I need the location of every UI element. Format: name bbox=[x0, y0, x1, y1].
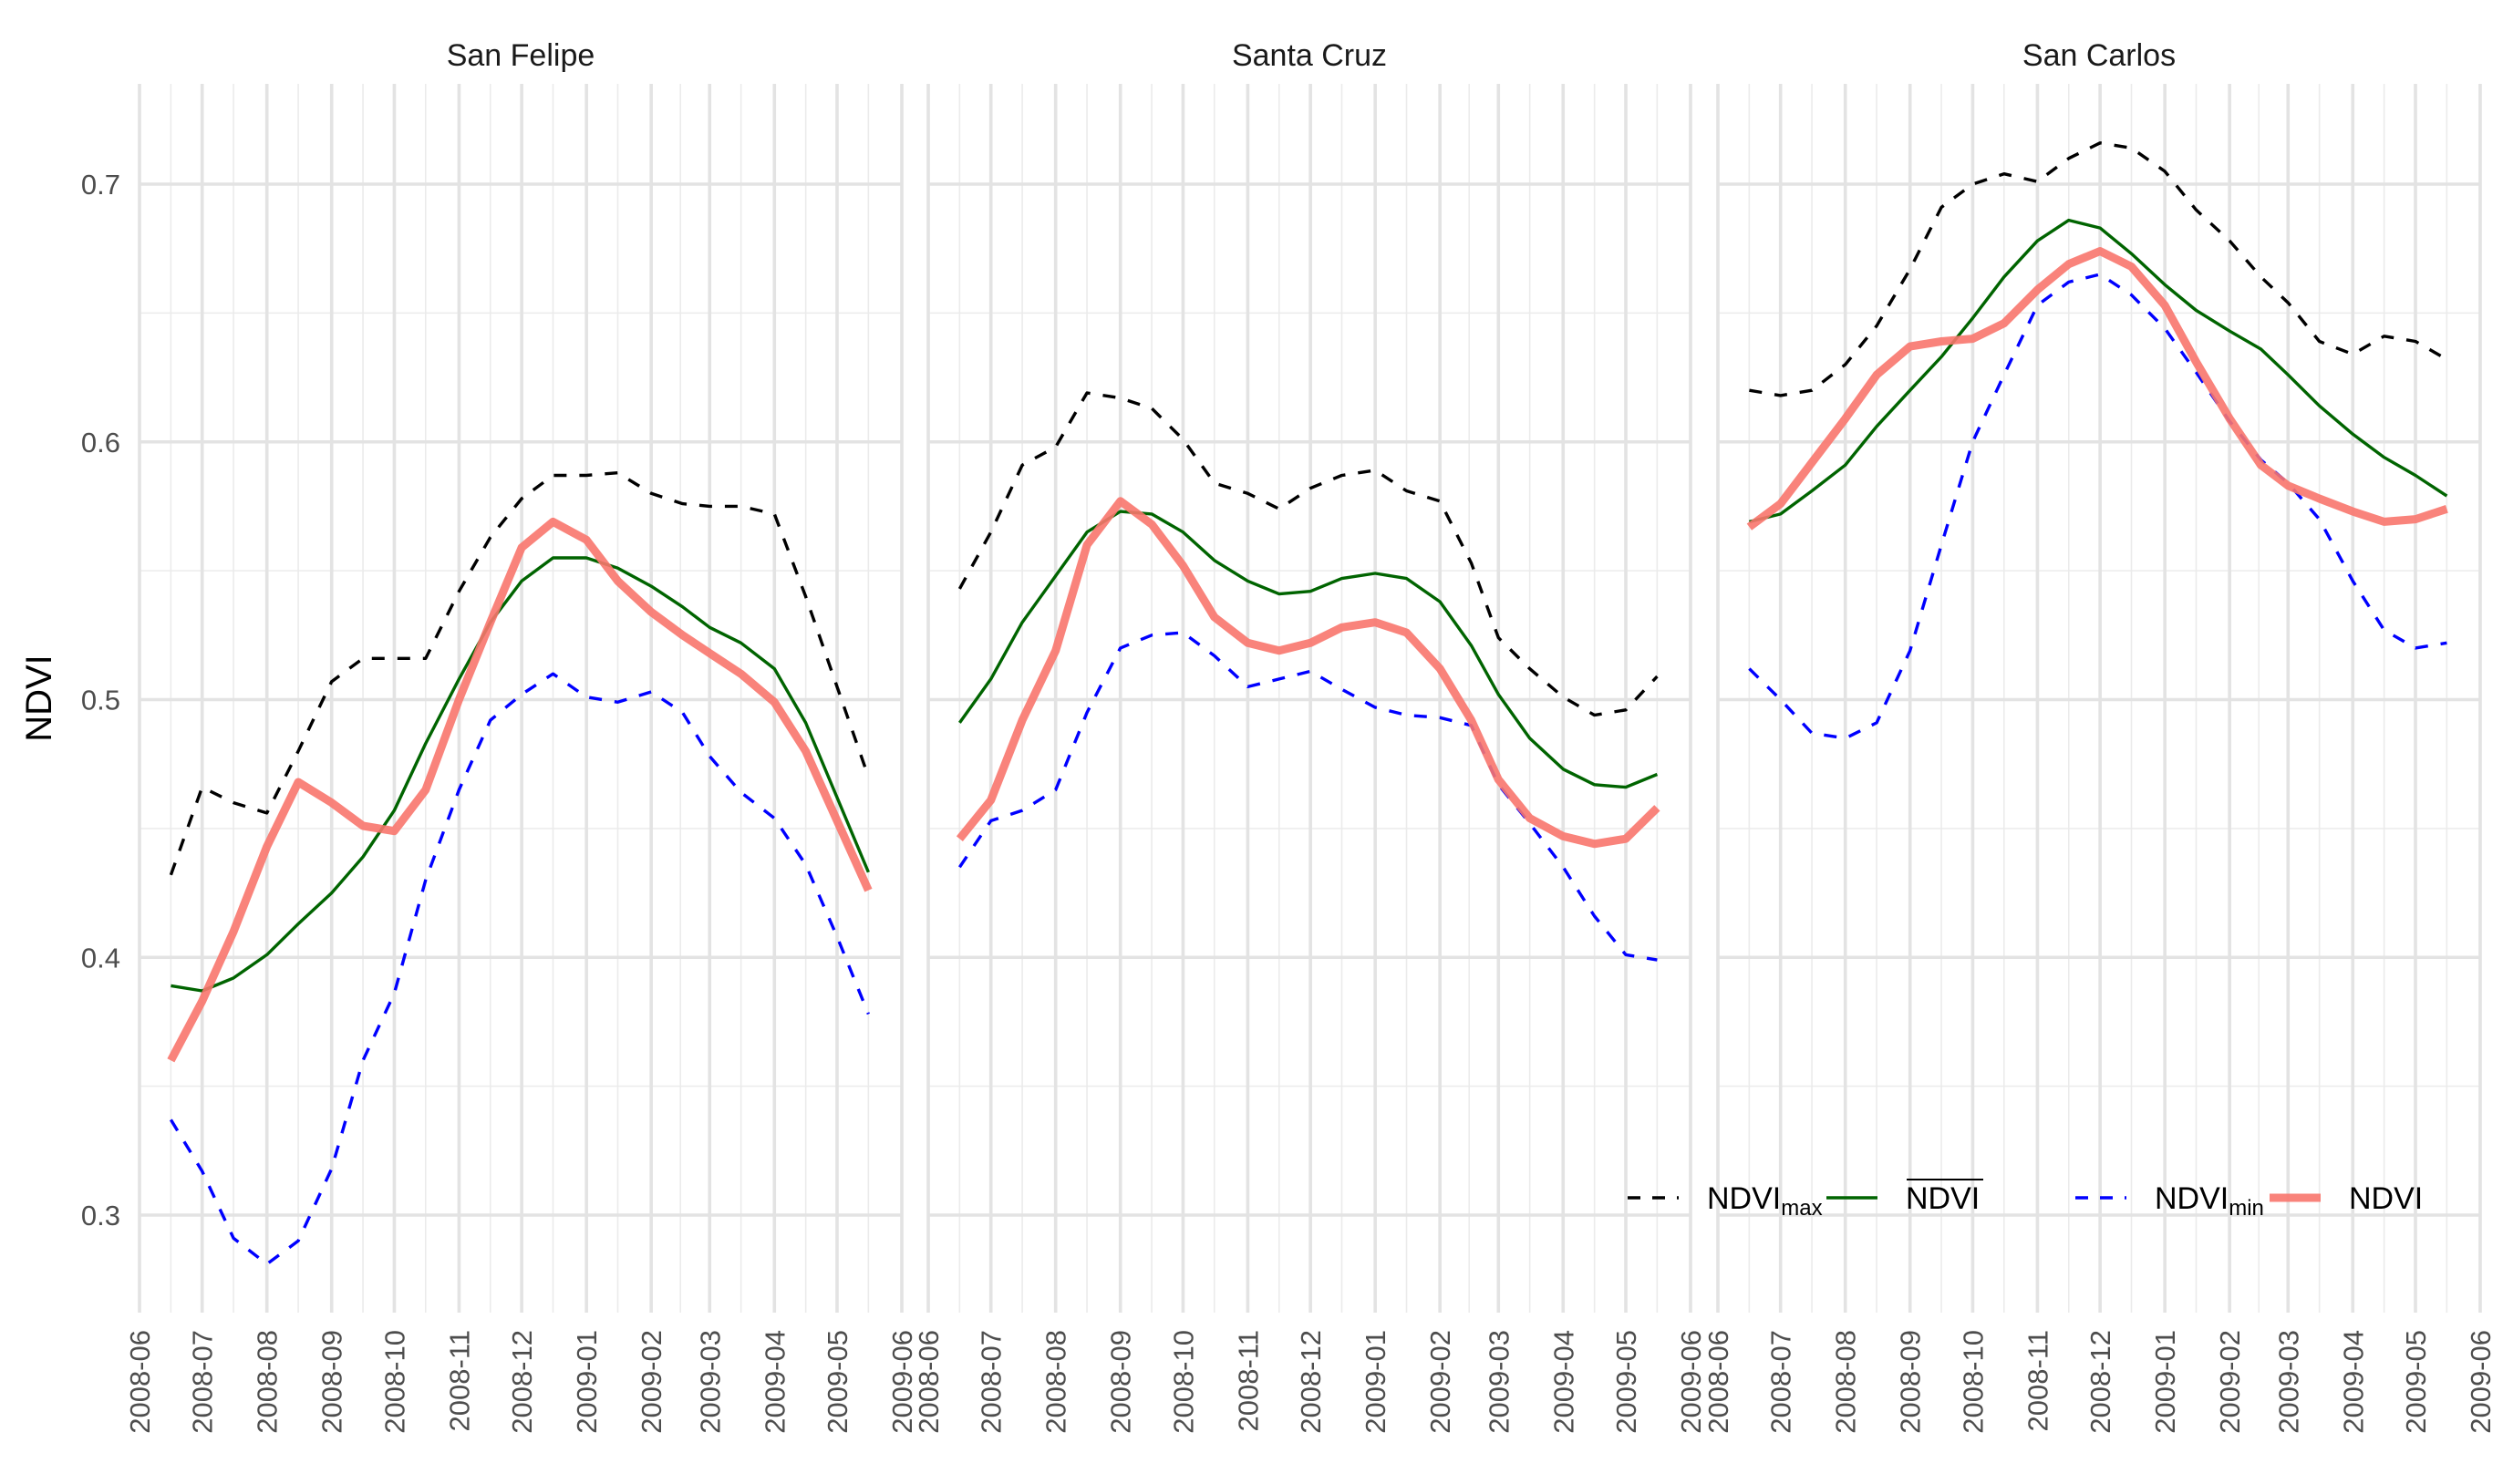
legend-label-ndvi: NDVI bbox=[2349, 1181, 2423, 1216]
series-line-mean bbox=[1748, 218, 2448, 524]
x-tick-label: 2008-08 bbox=[1040, 1330, 1072, 1434]
series-line-ndvi bbox=[1746, 247, 2448, 531]
x-tick-label: 2009-06 bbox=[1675, 1330, 1707, 1434]
x-tick-label: 2008-11 bbox=[443, 1330, 475, 1431]
x-tick-label: 2008-12 bbox=[506, 1330, 538, 1434]
x-tick-label: 2008-11 bbox=[2022, 1330, 2053, 1431]
series-line-min bbox=[169, 672, 870, 1266]
legend-label-max: NDVImax bbox=[1707, 1181, 1823, 1221]
legend-subscript: max bbox=[1781, 1196, 1822, 1221]
x-tick-label: 2008-08 bbox=[1830, 1330, 1862, 1434]
series-line-max bbox=[1749, 141, 2448, 397]
x-tick-label: 2008-09 bbox=[1895, 1330, 1927, 1434]
x-tick-label: 2008-07 bbox=[1765, 1330, 1797, 1434]
x-tick-label: 2008-11 bbox=[1232, 1330, 1264, 1431]
series-line-mean bbox=[958, 510, 1659, 789]
x-tick-label: 2009-03 bbox=[1483, 1330, 1515, 1434]
series-line-mean bbox=[171, 556, 870, 993]
x-tick-label: 2008-06 bbox=[124, 1330, 156, 1434]
x-tick-label: 2008-07 bbox=[976, 1330, 1008, 1434]
y-tick-label: 0.4 bbox=[81, 942, 120, 974]
x-tick-label: 2009-01 bbox=[1360, 1330, 1391, 1434]
x-tick-label: 2009-01 bbox=[2149, 1330, 2181, 1434]
y-tick-label: 0.3 bbox=[81, 1200, 120, 1232]
x-tick-label: 2009-05 bbox=[2400, 1330, 2432, 1434]
x-tick-label: 2009-04 bbox=[1547, 1330, 1579, 1434]
x-tick-label: 2009-06 bbox=[886, 1330, 918, 1434]
x-tick-label: 2008-10 bbox=[1957, 1330, 1989, 1434]
x-tick-label: 2008-06 bbox=[1702, 1330, 1734, 1434]
panel-1: San Felipe 0.3 0.4 0.5 0.6 0.7 2008-06 2008-07 2… bbox=[81, 38, 918, 1434]
legend-subscript: min bbox=[2229, 1196, 2264, 1221]
y-tick-label: 0.6 bbox=[81, 427, 120, 459]
series-line-max bbox=[169, 471, 871, 876]
x-tick-label: 2009-03 bbox=[694, 1330, 726, 1434]
series-line-min bbox=[1748, 273, 2447, 740]
panel-2: Santa Cruz 2008-06 2008-07 2008-08 2008-09 20… bbox=[913, 38, 1707, 1434]
x-tick-label: 2009-06 bbox=[2465, 1330, 2497, 1434]
x-tick-label: 2009-04 bbox=[2337, 1330, 2369, 1434]
x-tick-label: 2008-10 bbox=[1167, 1330, 1199, 1434]
legend-label-min: NDVImin bbox=[2155, 1181, 2264, 1221]
panel-3: San Carlos 2008-06 2008-07 2008-08 2008-09 20… bbox=[1702, 38, 2497, 1434]
x-tick-label: 2009-02 bbox=[1424, 1330, 1456, 1434]
x-tick-label: 2008-09 bbox=[1105, 1330, 1137, 1434]
x-tick-label: 2008-07 bbox=[187, 1330, 219, 1434]
x-tick-label: 2008-09 bbox=[316, 1330, 348, 1434]
series-line-ndvi bbox=[956, 497, 1660, 849]
series-line-max bbox=[957, 391, 1659, 717]
panel-title: San Felipe bbox=[447, 38, 595, 73]
x-tick-label: 2008-08 bbox=[252, 1330, 284, 1434]
legend-entry-mean: NDVI bbox=[1826, 1179, 1983, 1216]
series-line-ndvi bbox=[167, 517, 873, 1063]
x-tick-label: 2008-10 bbox=[378, 1330, 410, 1434]
x-tick-label: 2008-12 bbox=[2084, 1330, 2116, 1434]
x-tick-label: 2009-02 bbox=[636, 1330, 667, 1434]
y-tick-label: 0.5 bbox=[81, 685, 120, 716]
legend-entry-ndvi: NDVI bbox=[2270, 1181, 2423, 1216]
y-tick-label: 0.7 bbox=[81, 169, 120, 201]
x-tick-label: 2008-12 bbox=[1295, 1330, 1327, 1434]
x-tick-label: 2008-06 bbox=[913, 1330, 945, 1434]
panel-title: San Carlos bbox=[2022, 38, 2176, 73]
x-tick-label: 2009-05 bbox=[1610, 1330, 1642, 1434]
x-tick-label: 2009-05 bbox=[822, 1330, 853, 1434]
series-line-min bbox=[957, 631, 1658, 962]
legend-label-mean: NDVI bbox=[1906, 1181, 1980, 1216]
panel-title: Santa Cruz bbox=[1232, 38, 1387, 73]
x-tick-label: 2009-02 bbox=[2214, 1330, 2246, 1434]
x-tick-label: 2009-04 bbox=[759, 1330, 791, 1434]
x-tick-label: 2009-03 bbox=[2272, 1330, 2304, 1434]
x-tick-label: 2009-01 bbox=[571, 1330, 603, 1434]
y-axis-label: NDVI bbox=[19, 654, 59, 742]
